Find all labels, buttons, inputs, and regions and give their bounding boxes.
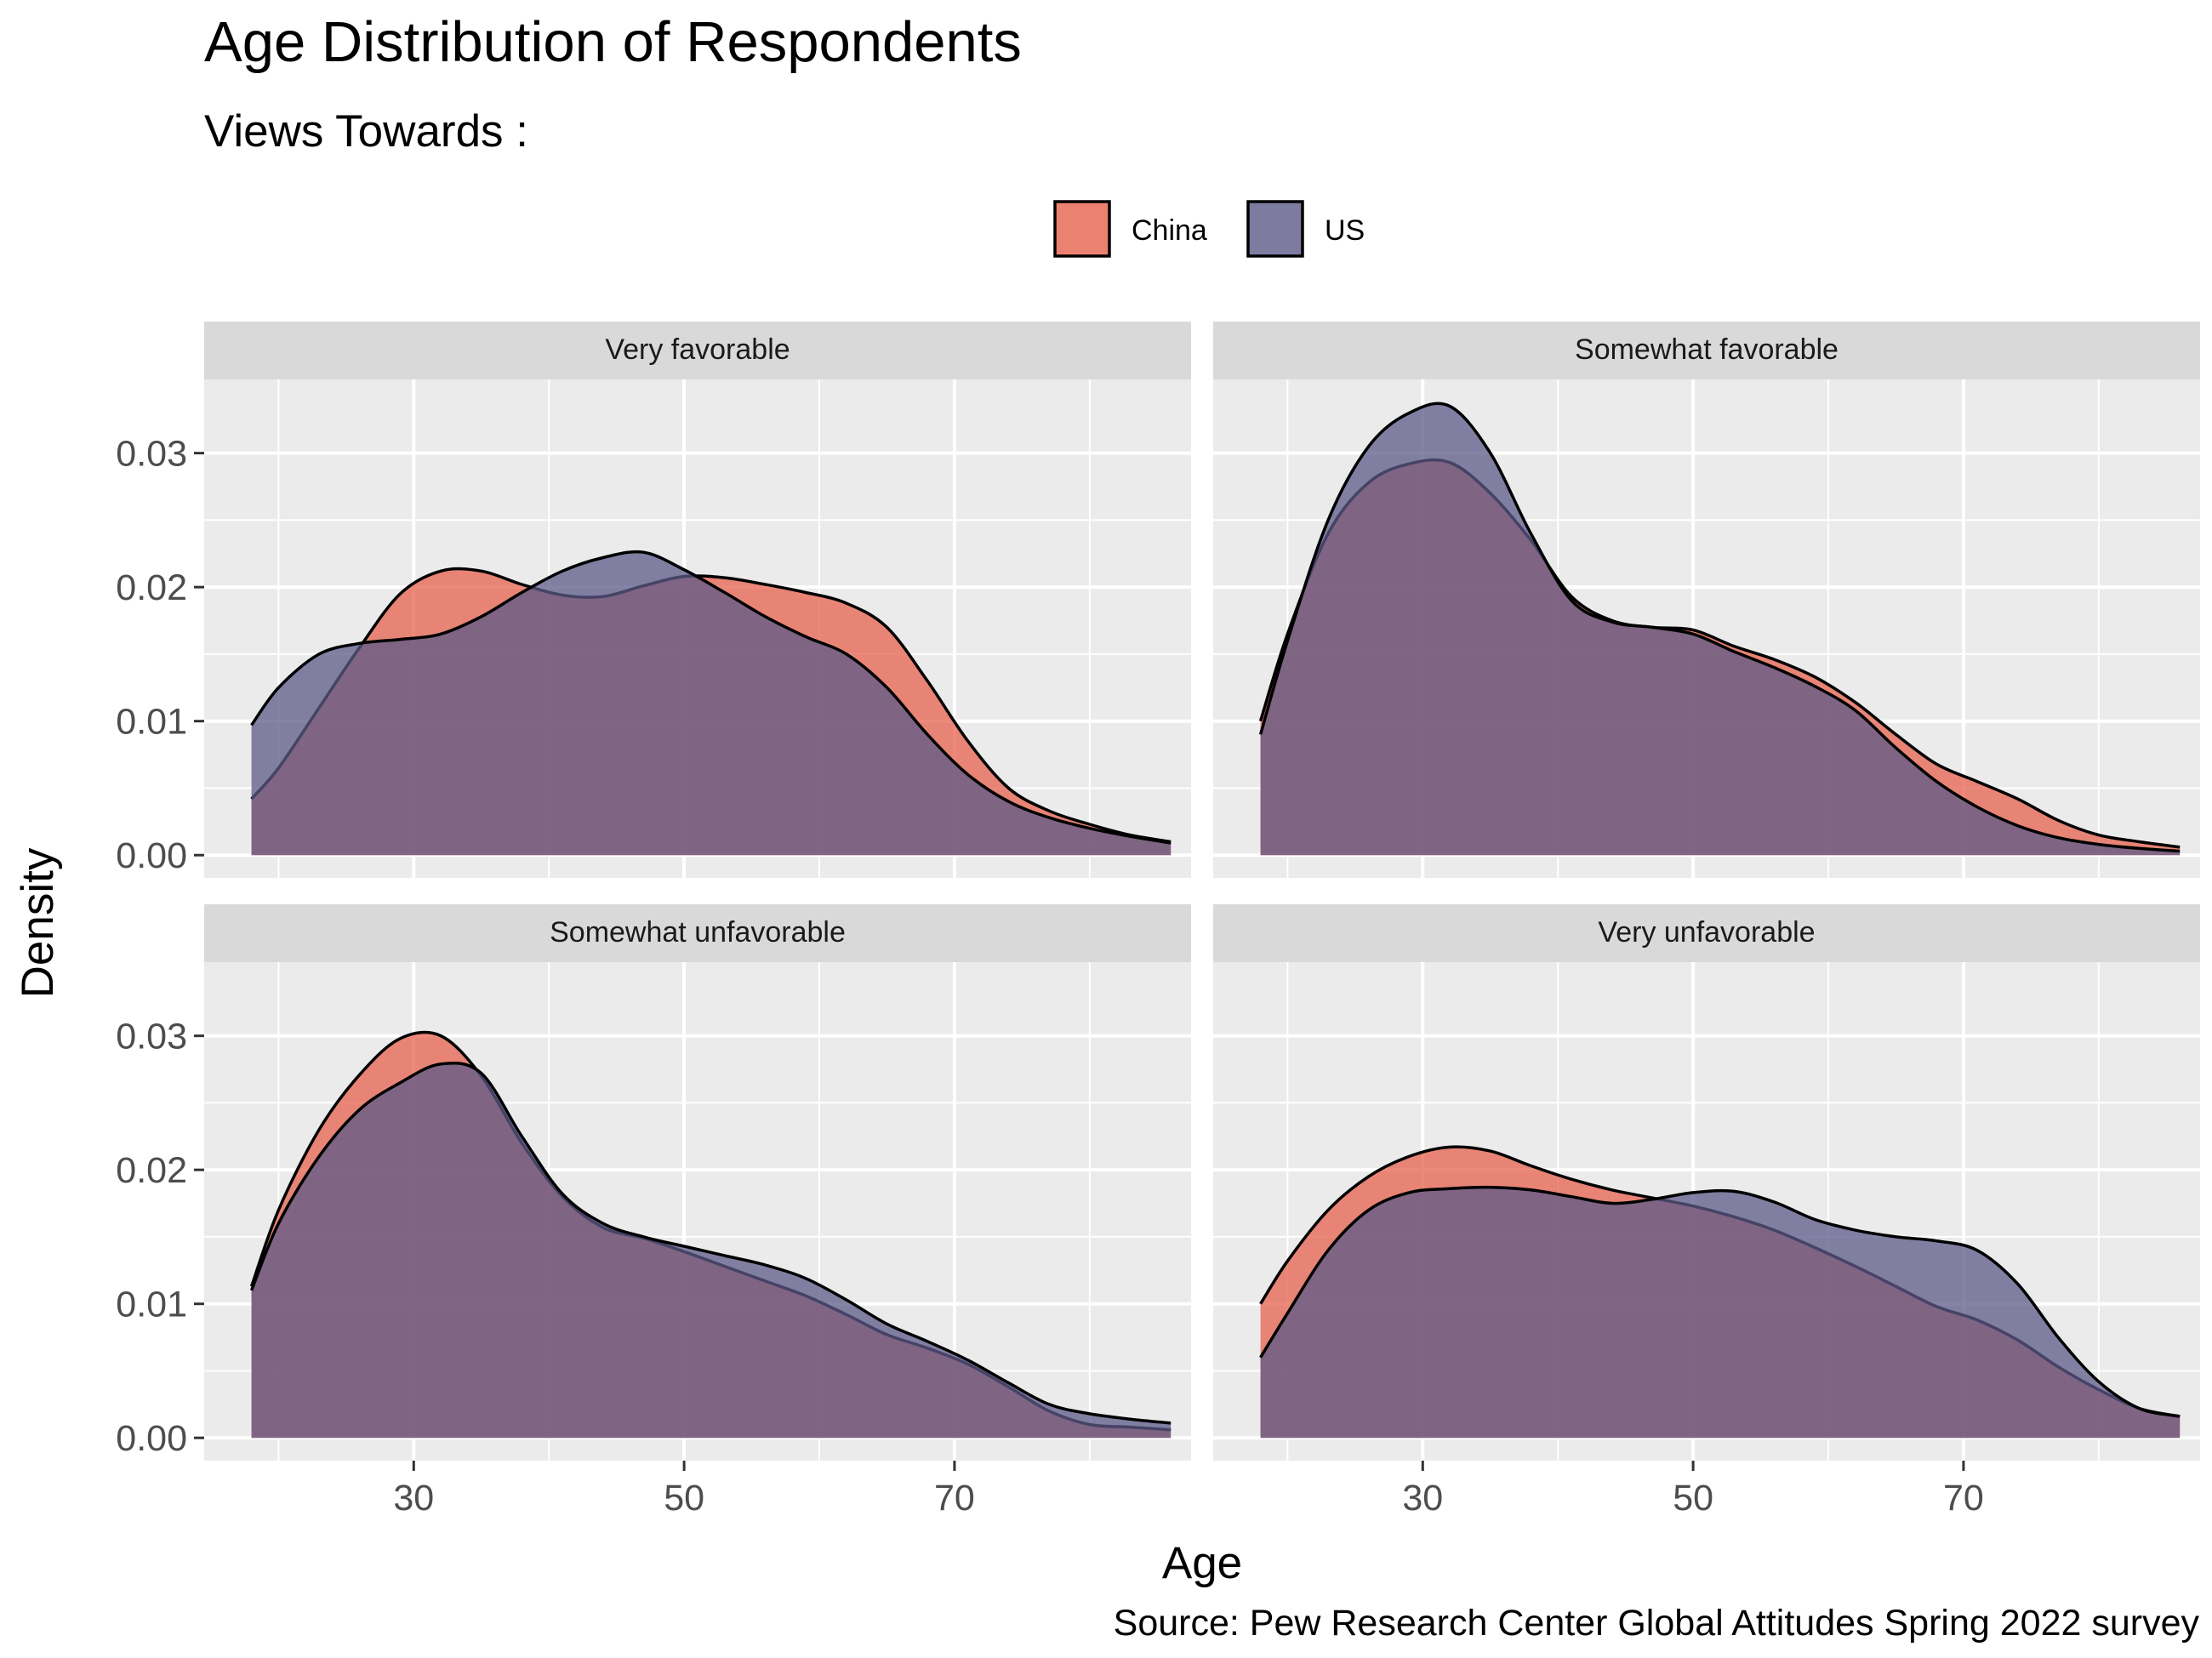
density-line-us bbox=[250, 550, 1172, 845]
facet-panels: Very favorable Somewhat favorable Somewhat… bbox=[204, 322, 2200, 1461]
facet-panel: Somewhat favorable bbox=[1213, 322, 2200, 878]
y-tick-label: 0.00 bbox=[116, 835, 187, 876]
facet-strip-label: Very unfavorable bbox=[1598, 916, 1815, 949]
facet-strip-label: Somewhat favorable bbox=[1575, 333, 1839, 366]
x-tick-label: 50 bbox=[1673, 1478, 1713, 1518]
facet-panel: Very unfavorable bbox=[1213, 904, 2200, 1461]
y-tick-label: 0.01 bbox=[116, 1285, 187, 1325]
facet-panel: Very favorable bbox=[204, 322, 1191, 878]
x-tick-label: 70 bbox=[1943, 1478, 1984, 1518]
chart-subtitle: Views Towards : bbox=[204, 106, 528, 157]
facet-strip bbox=[204, 904, 1191, 962]
legend: China US bbox=[1053, 200, 1365, 258]
x-axis-title: Age bbox=[1162, 1538, 1242, 1588]
y-tick-label: 0.01 bbox=[116, 702, 187, 743]
facet-strip-label: Very favorable bbox=[605, 333, 790, 366]
legend-key-us bbox=[1246, 200, 1304, 258]
density-area-us bbox=[251, 1063, 1172, 1439]
density-line-china bbox=[250, 567, 1172, 844]
density-line-us bbox=[249, 1061, 1172, 1425]
chart-title: Age Distribution of Respondents bbox=[204, 10, 1022, 74]
y-axes: 0.00 0.01 0.02 0.03 0.00 0.01 0.02 0.03 bbox=[116, 434, 204, 1459]
x-tick-label: 30 bbox=[393, 1478, 434, 1518]
legend-label-china: China bbox=[1132, 214, 1207, 247]
y-tick-label: 0.02 bbox=[116, 567, 187, 608]
density-area-us bbox=[1260, 403, 2181, 856]
x-tick-label: 50 bbox=[664, 1478, 704, 1518]
density-area-us bbox=[1260, 1187, 2181, 1439]
y-axis-title: Density bbox=[13, 847, 63, 998]
x-tick-label: 70 bbox=[934, 1478, 975, 1518]
x-tick-label: 30 bbox=[1402, 1478, 1443, 1518]
chart-caption: Source: Pew Research Center Global Attit… bbox=[1114, 1603, 2200, 1644]
y-tick-label: 0.02 bbox=[116, 1150, 187, 1191]
density-line-us bbox=[1258, 402, 2181, 853]
facet-strip bbox=[1213, 904, 2200, 962]
y-tick-label: 0.03 bbox=[116, 434, 187, 475]
y-tick-label: 0.00 bbox=[116, 1418, 187, 1459]
facet-strip bbox=[1213, 322, 2200, 379]
y-tick-label: 0.03 bbox=[116, 1017, 187, 1057]
x-axes: 30 50 70 30 50 70 bbox=[393, 1461, 1984, 1518]
density-area-us bbox=[251, 551, 1172, 856]
legend-label-us: US bbox=[1325, 214, 1365, 247]
facet-panel: Somewhat unfavorable bbox=[204, 904, 1191, 1461]
density-line-us bbox=[1259, 1185, 2181, 1418]
legend-key-china bbox=[1053, 200, 1111, 258]
facet-strip bbox=[204, 322, 1191, 379]
facet-strip-label: Somewhat unfavorable bbox=[550, 916, 846, 949]
